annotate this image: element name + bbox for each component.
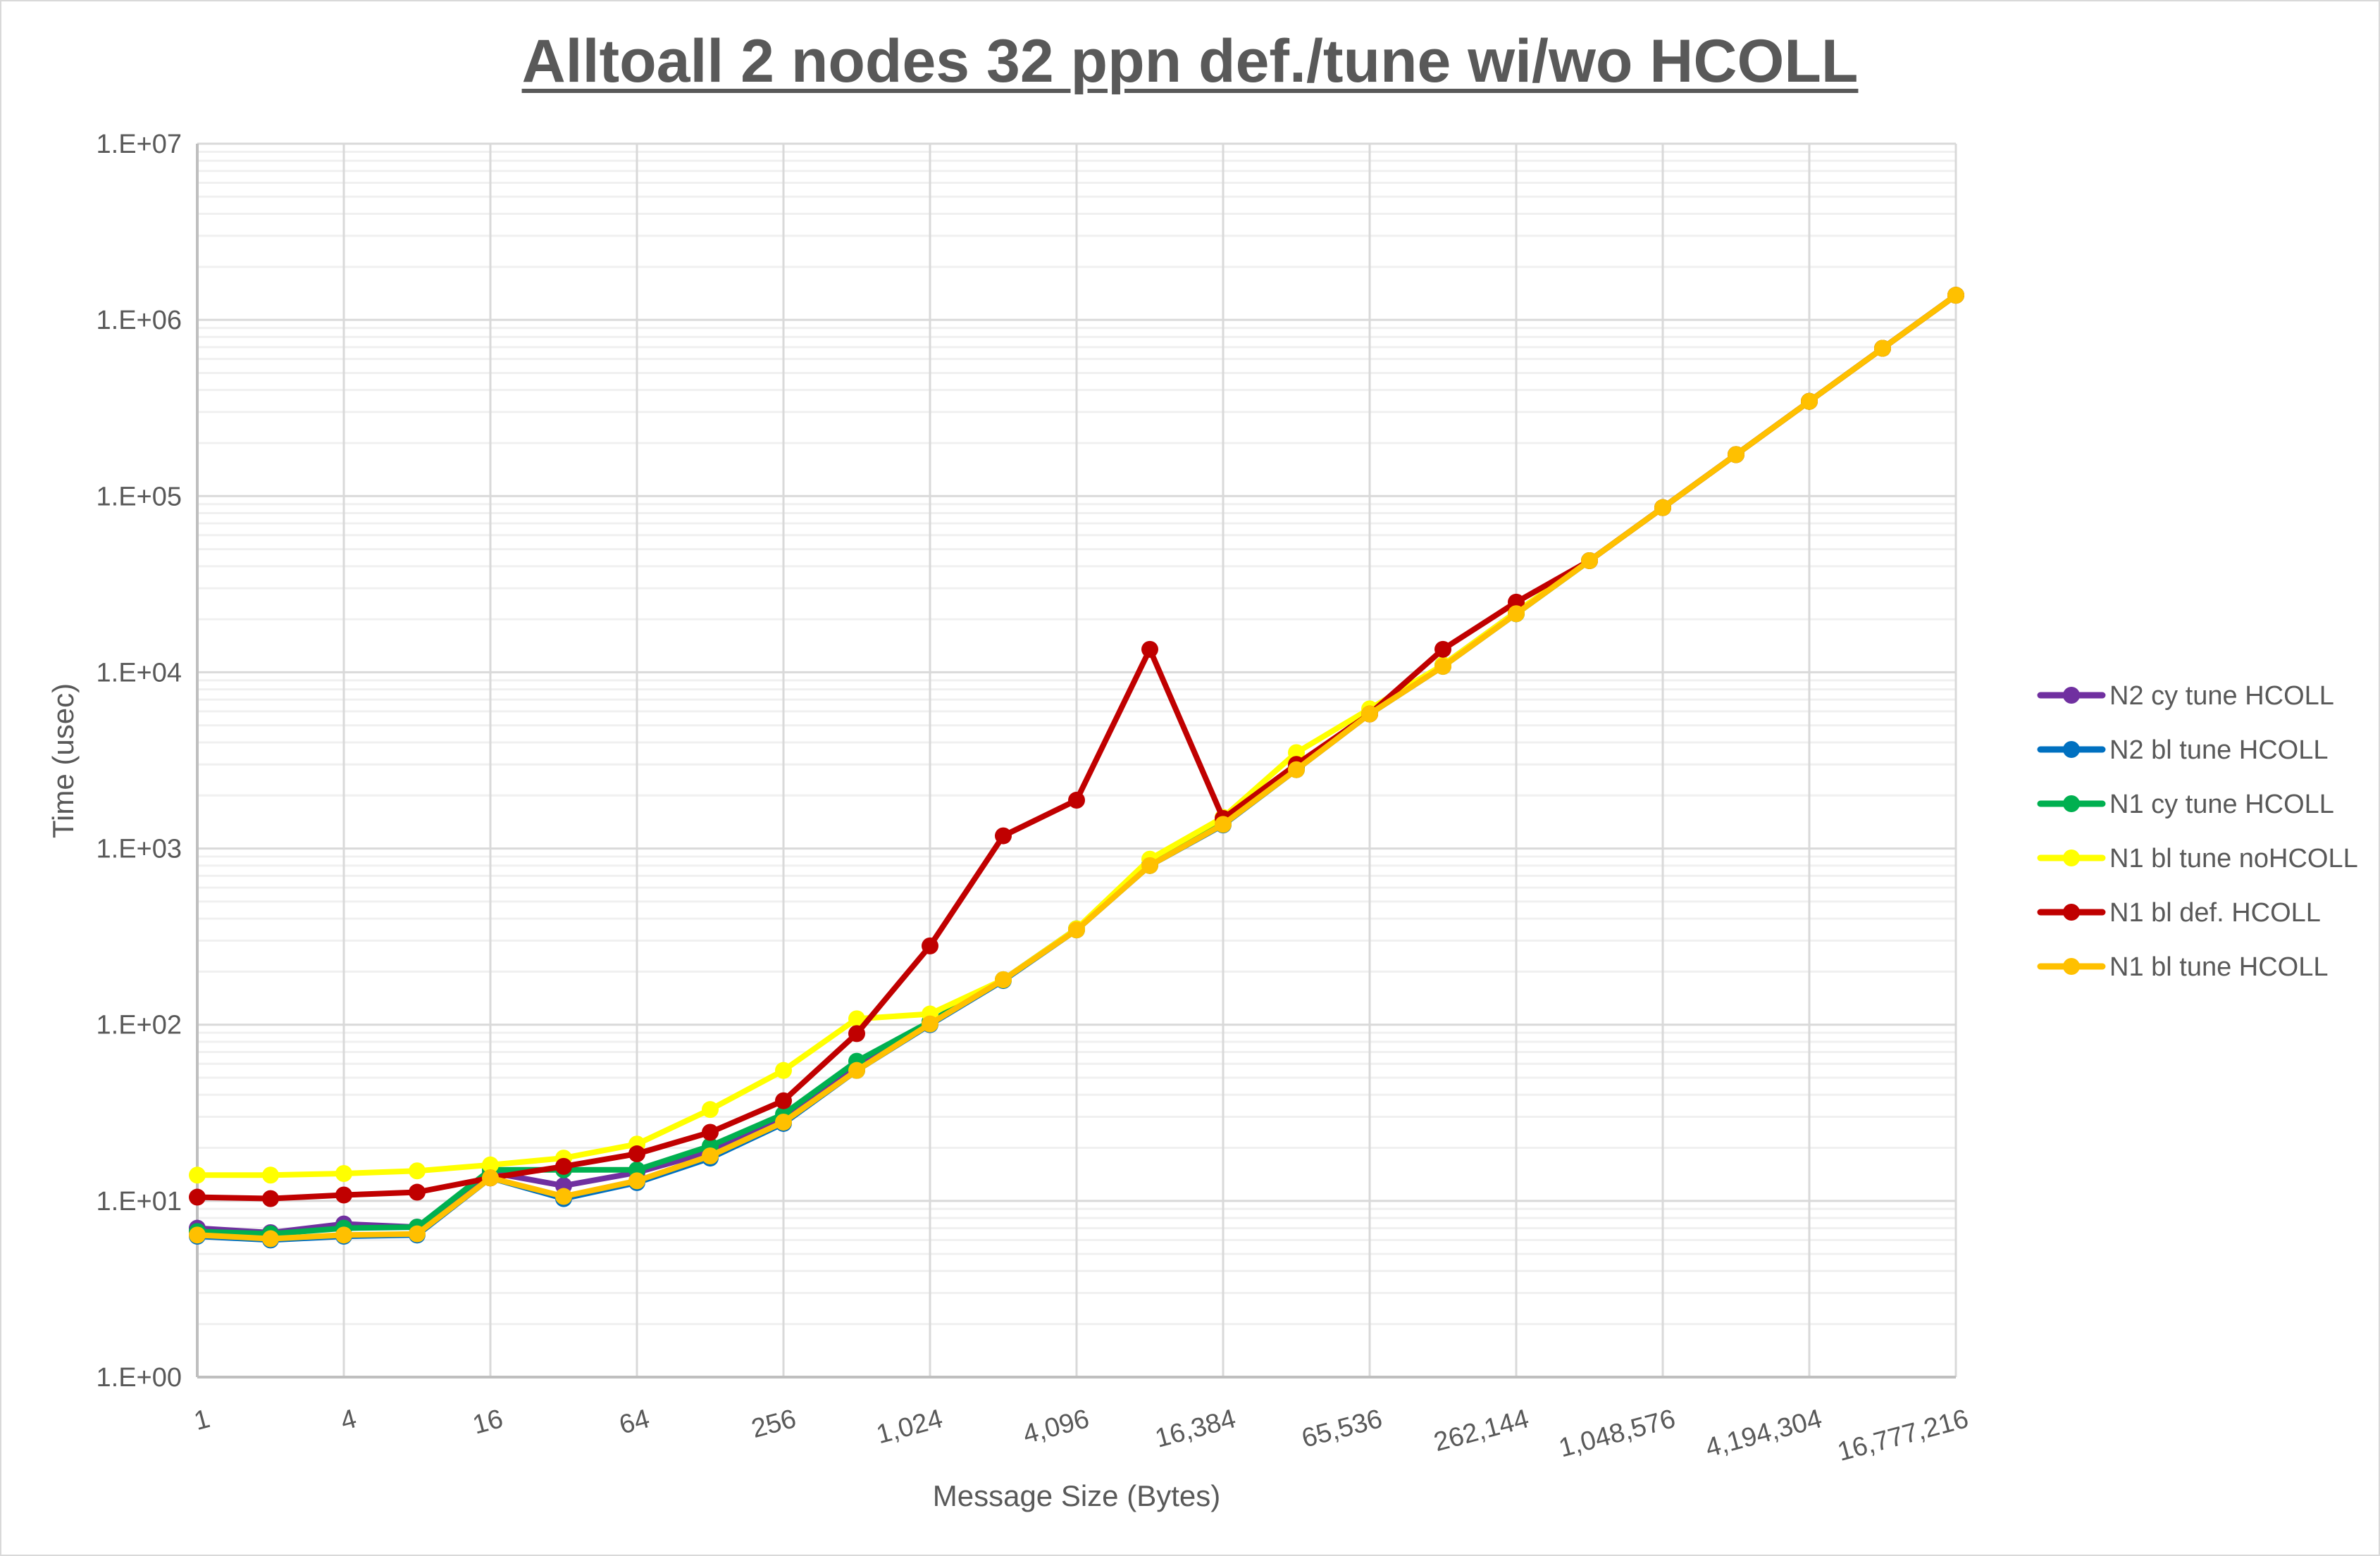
data-point-marker <box>702 1124 719 1141</box>
x-tick-label: 64 <box>616 1404 653 1440</box>
y-tick-label: 1.E+04 <box>97 658 182 687</box>
data-point-marker <box>1581 552 1598 569</box>
data-point-marker <box>262 1190 279 1207</box>
legend-item: N1 cy tune HCOLL <box>2037 790 2334 819</box>
data-point-marker <box>702 1101 719 1119</box>
y-tick-label: 1.E+05 <box>97 482 182 511</box>
x-tick-label: 4 <box>337 1404 359 1436</box>
data-point-marker <box>1947 287 1964 304</box>
x-tick-label: 1,024 <box>874 1404 946 1450</box>
data-point-marker <box>335 1165 352 1183</box>
data-point-marker <box>1361 705 1378 723</box>
data-point-marker <box>409 1162 426 1180</box>
grid-lines <box>196 142 1957 1378</box>
y-axis-label: Time (usec) <box>47 683 80 838</box>
data-point-marker <box>335 1226 352 1244</box>
x-tick-label: 1 <box>191 1404 213 1436</box>
data-point-marker <box>1068 791 1085 809</box>
data-point-marker <box>1068 921 1085 939</box>
legend-marker-icon <box>2063 687 2080 704</box>
legend-label: N1 bl tune HCOLL <box>2109 952 2329 982</box>
data-point-marker <box>189 1188 206 1206</box>
data-point-marker <box>1434 658 1451 676</box>
data-point-marker <box>775 1114 792 1131</box>
data-point-marker <box>922 937 938 954</box>
x-tick-label: 262,144 <box>1431 1404 1532 1457</box>
data-series <box>189 287 1964 1249</box>
data-point-marker <box>1141 640 1158 658</box>
x-tick-label: 16,384 <box>1152 1404 1239 1454</box>
data-point-marker <box>995 827 1012 845</box>
legend-marker-icon <box>2063 904 2080 921</box>
x-tick-label: 4,096 <box>1020 1404 1093 1450</box>
data-point-marker <box>189 1226 206 1244</box>
data-point-marker <box>1874 340 1891 357</box>
chart-title: Alltoall 2 nodes 32 ppn def./tune wi/wo … <box>521 27 1859 95</box>
legend-label: N2 cy tune HCOLL <box>2109 681 2334 711</box>
x-tick-label: 65,536 <box>1299 1404 1385 1454</box>
data-point-marker <box>1215 816 1232 833</box>
data-point-marker <box>775 1092 792 1109</box>
data-point-marker <box>555 1157 572 1175</box>
legend-label: N1 bl def. HCOLL <box>2109 898 2321 928</box>
data-point-marker <box>1288 761 1305 778</box>
data-point-marker <box>409 1183 426 1201</box>
legend-item: N1 bl def. HCOLL <box>2037 898 2321 928</box>
data-point-marker <box>848 1062 865 1079</box>
y-tick-label: 1.E+03 <box>97 835 182 864</box>
y-tick-label: 1.E+00 <box>97 1363 182 1393</box>
data-point-marker <box>1654 499 1671 516</box>
data-point-marker <box>262 1166 279 1184</box>
data-point-marker <box>189 1166 206 1184</box>
data-point-marker <box>628 1145 645 1163</box>
x-axis-label: Message Size (Bytes) <box>933 1479 1220 1512</box>
x-tick-label: 4,194,304 <box>1702 1404 1825 1463</box>
legend-item: N2 cy tune HCOLL <box>2037 681 2334 711</box>
legend: N2 cy tune HCOLL N2 bl tune HCOLL N1 cy tu… <box>2037 681 2358 982</box>
data-point-marker <box>848 1025 865 1042</box>
data-point-marker <box>775 1062 792 1079</box>
x-tick-label: 16,777,216 <box>1835 1404 1972 1467</box>
data-point-marker <box>262 1230 279 1247</box>
data-point-marker <box>335 1186 352 1204</box>
data-point-marker <box>995 971 1012 988</box>
data-point-marker <box>702 1147 719 1165</box>
data-point-marker <box>482 1156 499 1174</box>
x-tick-label: 256 <box>748 1404 799 1444</box>
legend-marker-icon <box>2063 958 2080 975</box>
data-point-marker <box>1434 640 1451 658</box>
data-point-marker <box>628 1172 645 1190</box>
legend-item: N1 bl tune noHCOLL <box>2037 844 2358 873</box>
data-point-marker <box>1141 857 1158 874</box>
axes: 1.E+00 1.E+01 1.E+02 1.E+03 1.E+04 1.E+05 1.E+… <box>97 130 1972 1467</box>
legend-marker-icon <box>2063 849 2080 866</box>
x-tick-label: 1,048,576 <box>1556 1404 1678 1463</box>
data-point-marker <box>922 1015 938 1033</box>
data-point-marker <box>1801 392 1818 410</box>
data-point-marker <box>482 1169 499 1187</box>
series-n1-bl-tune-hcoll <box>189 287 1964 1247</box>
legend-marker-icon <box>2063 795 2080 812</box>
legend-item: N2 bl tune HCOLL <box>2037 735 2329 765</box>
y-tick-label: 1.E+07 <box>97 130 182 159</box>
data-point-marker <box>1288 744 1305 761</box>
legend-label: N1 cy tune HCOLL <box>2109 790 2334 819</box>
data-point-marker <box>848 1010 865 1028</box>
x-tick-label: 16 <box>470 1404 507 1440</box>
y-tick-label: 1.E+01 <box>97 1187 182 1216</box>
data-point-marker <box>1728 446 1744 463</box>
legend-marker-icon <box>2063 741 2080 758</box>
data-point-marker <box>1508 605 1525 623</box>
y-tick-label: 1.E+06 <box>97 306 182 335</box>
y-tick-label: 1.E+02 <box>97 1011 182 1040</box>
legend-label: N2 bl tune HCOLL <box>2109 735 2329 765</box>
data-point-marker <box>555 1188 572 1205</box>
data-point-marker <box>409 1225 426 1243</box>
legend-label: N1 bl tune noHCOLL <box>2109 844 2358 873</box>
legend-item: N1 bl tune HCOLL <box>2037 952 2329 982</box>
